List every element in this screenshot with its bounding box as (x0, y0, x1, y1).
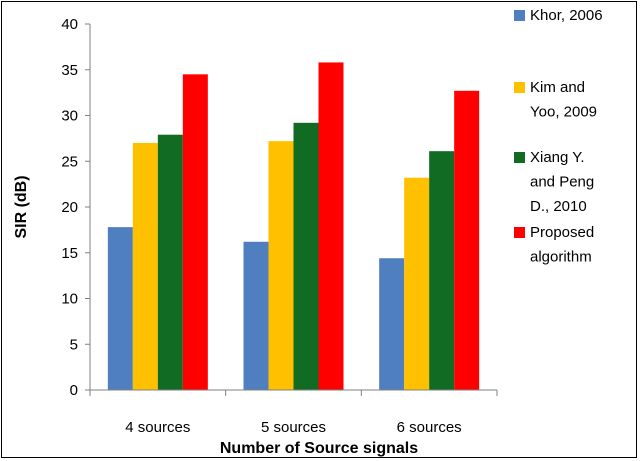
y-tick-label: 10 (61, 291, 78, 308)
legend: Khor, 2006 Kim and Yoo, 2009 Xiang Y. and Pe… (514, 7, 603, 266)
bars-layer (107, 62, 480, 391)
bar (293, 122, 319, 390)
bar (454, 90, 480, 391)
y-tick-label: 30 (61, 108, 78, 125)
legend-label: Proposed (530, 224, 594, 241)
y-tick-label: 0 (70, 382, 78, 399)
x-tick-label: 4 sources (125, 419, 190, 436)
legend-label: Xiang Y. (530, 149, 585, 166)
legend-swatch (514, 10, 525, 21)
y-tick-label: 15 (61, 245, 78, 262)
y-tick-label: 25 (61, 153, 78, 170)
legend-label: Kim and (530, 79, 585, 96)
bar (404, 177, 430, 390)
legend-swatch (514, 227, 525, 238)
legend-label: and Peng (530, 174, 594, 191)
x-tick-label: 6 sources (397, 419, 462, 436)
y-tick-label: 20 (61, 199, 78, 216)
legend-label: Khor, 2006 (530, 7, 603, 24)
bar (429, 151, 455, 390)
bar (268, 141, 294, 390)
x-axis-title: Number of Source signals (220, 440, 418, 457)
bar (107, 227, 133, 390)
y-tick-label: 40 (61, 16, 78, 33)
x-ticks: 4 sources 5 sources 6 sources (89, 390, 498, 436)
legend-label: Yoo, 2009 (530, 104, 597, 121)
legend-swatch (514, 152, 525, 163)
bar (132, 142, 158, 390)
legend-label: algorithm (530, 249, 592, 266)
legend-label: D., 2010 (530, 198, 587, 215)
bar (379, 258, 405, 390)
x-tick-label: 5 sources (261, 419, 326, 436)
bar (182, 74, 208, 390)
bar (157, 134, 183, 390)
y-ticks: 0 5 10 15 20 25 30 35 40 (61, 16, 90, 399)
bar (243, 241, 269, 390)
y-tick-label: 5 (70, 336, 78, 353)
y-tick-label: 35 (61, 62, 78, 79)
legend-swatch (514, 82, 525, 93)
y-axis-title: SIR (dB) (13, 175, 30, 238)
bar (318, 62, 344, 391)
